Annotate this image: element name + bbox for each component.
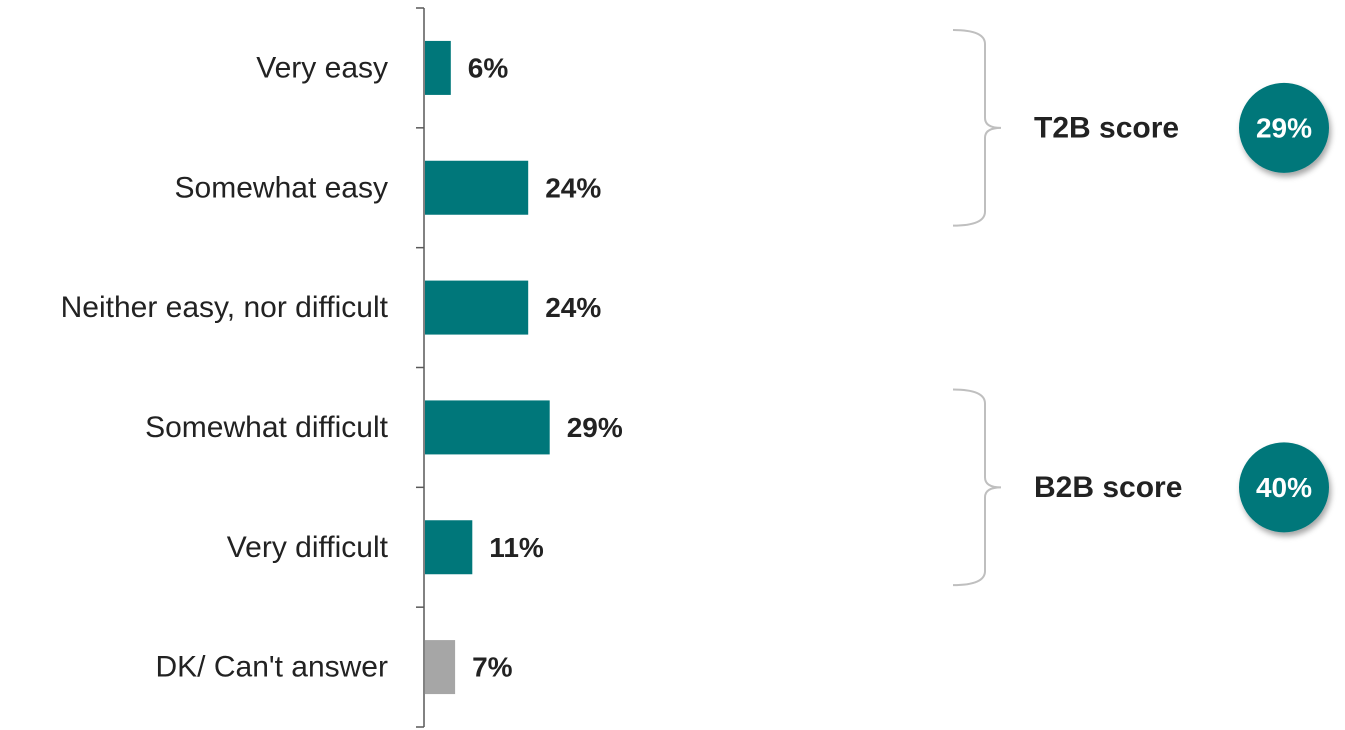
annotations-layer: T2B score 29% B2B score 40% [952,29,1329,587]
category-label-somewhat-difficult: Somewhat difficult [145,411,389,444]
bar-neither-easy-nor-difficult [425,280,529,335]
category-label-very-easy: Very easy [256,51,388,84]
score-label-b2b-score: B2B score [1034,471,1182,504]
bar-dk-can-t-answer [425,640,456,695]
value-label-very-difficult: 11% [489,532,544,563]
bars-layer: Very easy 6% Somewhat easy 24% Neither easy,… [61,40,623,695]
bar-very-difficult [425,520,473,575]
score-badge-value-b2b-score: 40% [1256,472,1312,503]
axis-layer [416,7,425,728]
bar-very-easy [425,40,451,95]
value-label-neither-easy-nor-difficult: 24% [545,292,601,323]
bracket-b2b-score [952,388,1002,587]
value-label-dk-can-t-answer: 7% [472,652,513,683]
category-label-very-difficult: Very difficult [227,531,389,564]
score-badge-t2b-score [1239,82,1329,173]
value-label-very-easy: 6% [468,52,509,83]
category-label-neither-easy-nor-difficult: Neither easy, nor difficult [61,291,389,324]
score-badge-b2b-score [1239,442,1329,533]
bar-somewhat-difficult [425,400,550,455]
bracket-t2b-score [952,29,1002,227]
value-label-somewhat-easy: 24% [545,172,601,203]
category-label-somewhat-easy: Somewhat easy [175,171,388,204]
category-label-dk-can-t-answer: DK/ Can't answer [156,651,389,684]
value-label-somewhat-difficult: 29% [567,412,623,443]
bar-somewhat-easy [425,160,529,215]
score-label-t2b-score: T2B score [1034,111,1179,144]
score-badge-value-t2b-score: 29% [1256,112,1312,143]
